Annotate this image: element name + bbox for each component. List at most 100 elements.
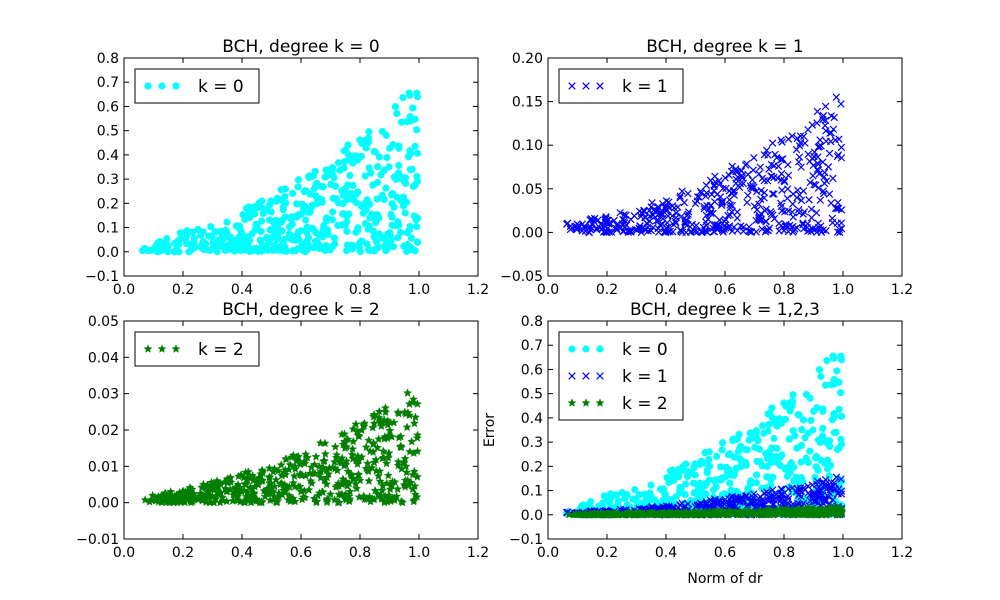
data-point [811, 497, 820, 506]
data-point [330, 234, 338, 242]
data-point [140, 245, 148, 253]
data-point [412, 492, 422, 501]
data-point [249, 474, 259, 484]
data-point [578, 227, 586, 235]
data-point [755, 170, 763, 178]
data-point [682, 228, 690, 237]
data-point [823, 356, 831, 365]
data-point [618, 220, 627, 228]
x-tick-label: 1.0 [832, 545, 854, 561]
data-point [273, 466, 283, 475]
data-point [383, 453, 393, 462]
data-point [702, 211, 711, 220]
data-point [676, 192, 684, 200]
data-point [814, 223, 823, 232]
data-point [837, 477, 846, 485]
data-point [401, 409, 411, 418]
data-point [413, 214, 422, 222]
data-point [663, 206, 671, 214]
y-tick-label: −0.1 [85, 269, 119, 285]
data-point [236, 486, 246, 496]
data-point [711, 495, 719, 503]
data-point [762, 217, 770, 226]
data-point [373, 195, 381, 203]
data-point [338, 474, 348, 484]
data-point [710, 186, 718, 195]
data-point [365, 164, 373, 172]
legend-marker [171, 344, 181, 353]
data-point [328, 216, 337, 224]
data-point [801, 434, 809, 442]
y-axis-label: Error [482, 413, 498, 447]
data-point [682, 480, 690, 488]
legend-marker [582, 372, 590, 380]
data-point [804, 150, 812, 158]
data-point [319, 456, 329, 465]
data-point [185, 483, 195, 492]
data-point [408, 484, 418, 494]
y-tick-label: 0.4 [97, 148, 119, 164]
data-point [655, 209, 664, 218]
data-point [663, 474, 671, 482]
data-point [395, 161, 403, 170]
data-point [256, 236, 265, 244]
data-point [209, 238, 217, 247]
legend-label: k = 1 [622, 367, 668, 387]
data-point [409, 418, 419, 428]
data-point [321, 243, 329, 251]
data-point [279, 247, 287, 255]
data-point [320, 449, 330, 458]
data-point [835, 444, 843, 452]
y-tick-label: 0.03 [88, 387, 119, 403]
data-point [411, 142, 419, 150]
data-point [321, 173, 329, 181]
data-point [677, 485, 685, 493]
data-point [311, 452, 321, 461]
data-point [379, 433, 389, 443]
data-point [725, 465, 733, 473]
y-tick-label: 0.0 [521, 508, 543, 524]
legend: k = 0 [134, 68, 260, 104]
data-point [817, 372, 825, 381]
y-tick-label: 0.05 [88, 314, 119, 330]
data-point [348, 241, 356, 249]
data-point [273, 220, 281, 229]
data-point [332, 450, 342, 459]
data-point [620, 223, 629, 232]
data-point [656, 221, 665, 229]
y-tick-label: 0.05 [512, 182, 543, 198]
data-point [297, 494, 307, 504]
data-point [340, 210, 348, 218]
data-point [413, 446, 423, 456]
data-point [796, 486, 805, 494]
y-tick-label: 0.02 [88, 423, 119, 439]
data-point [814, 160, 823, 168]
data-point [788, 200, 797, 208]
data-point [214, 489, 224, 498]
data-point [243, 467, 253, 476]
data-point [267, 198, 275, 206]
data-point [327, 180, 335, 188]
data-point [592, 225, 601, 234]
data-point [343, 247, 351, 255]
data-point [814, 153, 822, 161]
data-point [837, 435, 845, 444]
data-point [691, 199, 700, 208]
data-point [664, 212, 672, 220]
y-tick-label: 0.0 [97, 245, 119, 261]
data-point [383, 153, 391, 162]
y-tick-label: −0.05 [500, 269, 543, 285]
data-point [701, 192, 710, 200]
data-point [771, 150, 779, 159]
data-point [334, 221, 342, 229]
data-point [837, 352, 845, 360]
y-tick-label: 0.6 [97, 99, 119, 115]
data-point [289, 189, 297, 198]
data-point [155, 238, 163, 246]
data-point [564, 509, 574, 519]
data-point [363, 240, 371, 248]
data-point [382, 478, 392, 488]
data-point [785, 462, 794, 470]
data-point [646, 226, 655, 234]
